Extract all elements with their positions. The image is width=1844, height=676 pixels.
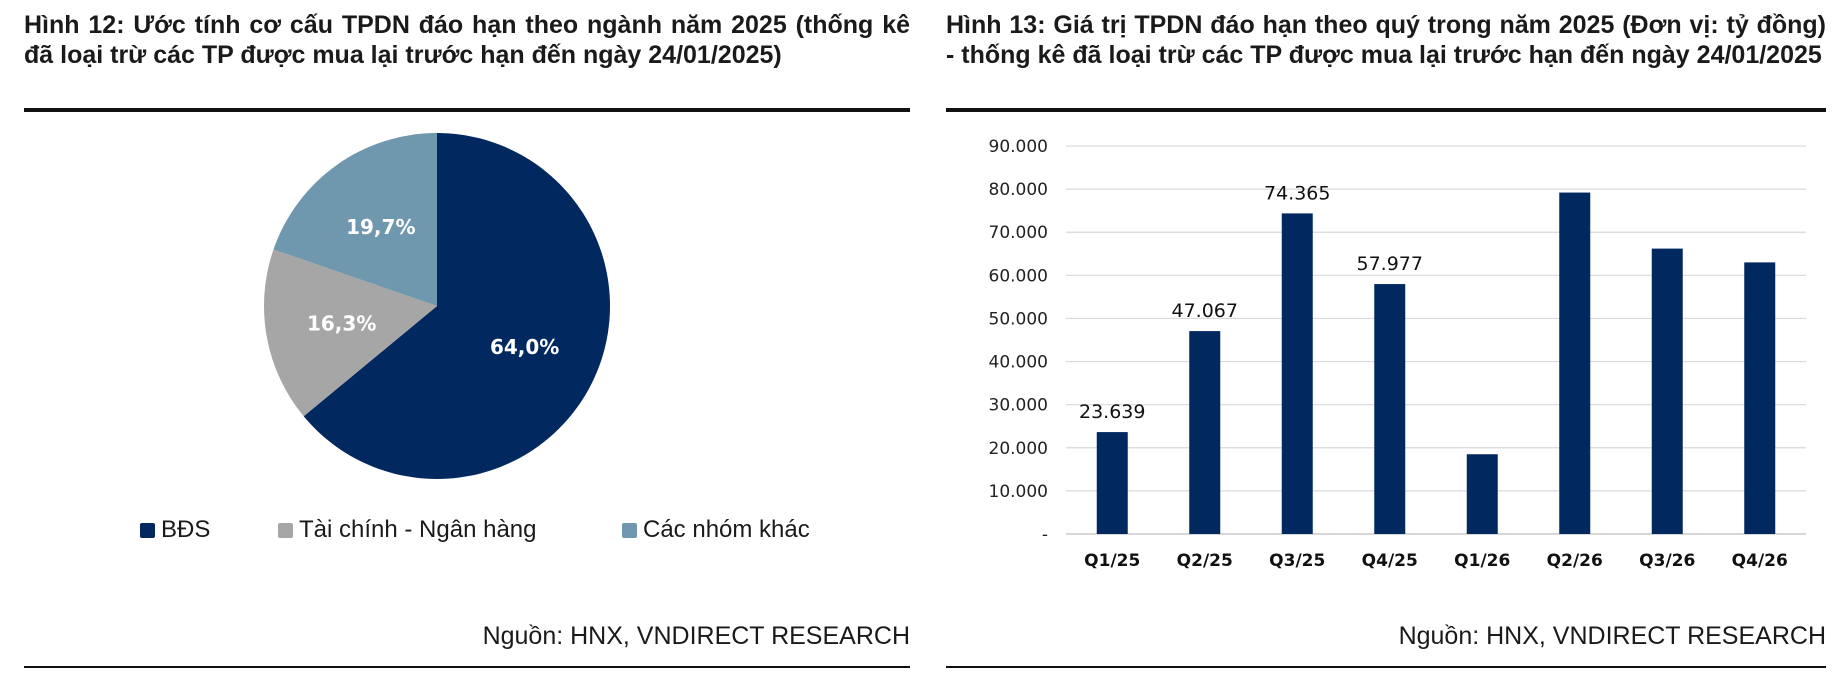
y-tick-label: 30.000	[989, 396, 1048, 416]
bar	[1189, 331, 1221, 534]
y-tick-label: 90.000	[989, 137, 1048, 157]
pie-data-label: 64,0%	[490, 335, 559, 359]
bar	[1374, 284, 1406, 534]
bottom-rule	[24, 666, 910, 668]
legend-label: BĐS	[161, 516, 211, 543]
bar	[1281, 213, 1313, 534]
x-tick-label: Q3/26	[1639, 551, 1695, 571]
x-tick-label: Q1/25	[1084, 551, 1140, 571]
figure-12-panel: Hình 12: Ước tính cơ cấu TPDN đáo hạn th…	[24, 0, 910, 676]
legend-swatch-grey	[278, 522, 293, 538]
bar	[1651, 248, 1683, 535]
x-tick-label: Q2/25	[1177, 551, 1233, 571]
legend-label: Các nhóm khác	[643, 516, 810, 543]
bar-data-label: 57.977	[1357, 253, 1423, 275]
pie-data-label: 16,3%	[307, 311, 376, 335]
y-tick-label: 50.000	[989, 309, 1048, 329]
bar-data-label: 74.365	[1264, 182, 1330, 204]
pie-slice	[303, 133, 611, 480]
pie-legend-item-bds: BĐS	[140, 516, 210, 544]
pie-legend-item-finance: Tài chính - Ngân hàng	[278, 516, 536, 544]
y-tick-label: 10.000	[989, 482, 1048, 502]
legend-swatch-steel	[622, 522, 637, 538]
x-tick-label: Q4/26	[1732, 551, 1788, 571]
pie-data-label: 19,7%	[346, 215, 415, 239]
figure-13-source: Nguồn: HNX, VNDIRECT RESEARCH	[1398, 622, 1826, 650]
legend-label: Tài chính - Ngân hàng	[299, 516, 537, 543]
bar	[1096, 432, 1128, 534]
figure-12-title: Hình 12: Ước tính cơ cấu TPDN đáo hạn th…	[24, 11, 910, 69]
pie-slice	[273, 133, 437, 306]
bottom-rule	[946, 666, 1826, 668]
x-tick-label: Q3/25	[1269, 551, 1325, 571]
figure-12-source: Nguồn: HNX, VNDIRECT RESEARCH	[482, 622, 910, 650]
bar-data-label: 23.639	[1079, 401, 1145, 423]
y-tick-label: 80.000	[989, 180, 1048, 200]
pie-legend-item-other: Các nhóm khác	[622, 516, 810, 544]
bar	[1466, 454, 1498, 534]
top-rule	[946, 108, 1826, 112]
bar-chart: - 10.000 20.000 30.000 40.000 50.000 60.000 70.…	[989, 137, 1806, 571]
top-rule	[24, 108, 910, 112]
bar	[1559, 192, 1591, 534]
x-tick-label: Q1/26	[1454, 551, 1510, 571]
figure-13-panel: Hình 13: Giá trị TPDN đáo hạn theo quý t…	[946, 0, 1826, 676]
pie-chart: 64,0% 16,3% 19,7%	[264, 133, 611, 480]
x-tick-label: Q2/26	[1547, 551, 1603, 571]
figure-13-title: Hình 13: Giá trị TPDN đáo hạn theo quý t…	[946, 11, 1826, 69]
x-tick-label: Q4/25	[1362, 551, 1418, 571]
y-tick-label: 70.000	[989, 223, 1048, 243]
y-tick-label: 20.000	[989, 439, 1048, 459]
pie-slice	[264, 249, 437, 417]
y-tick-label: 60.000	[989, 266, 1048, 286]
bar	[1744, 262, 1776, 534]
y-tick-label: 40.000	[989, 353, 1048, 373]
legend-swatch-navy	[140, 522, 155, 538]
bar-data-label: 47.067	[1172, 300, 1238, 322]
y-tick-label: -	[1042, 525, 1048, 545]
